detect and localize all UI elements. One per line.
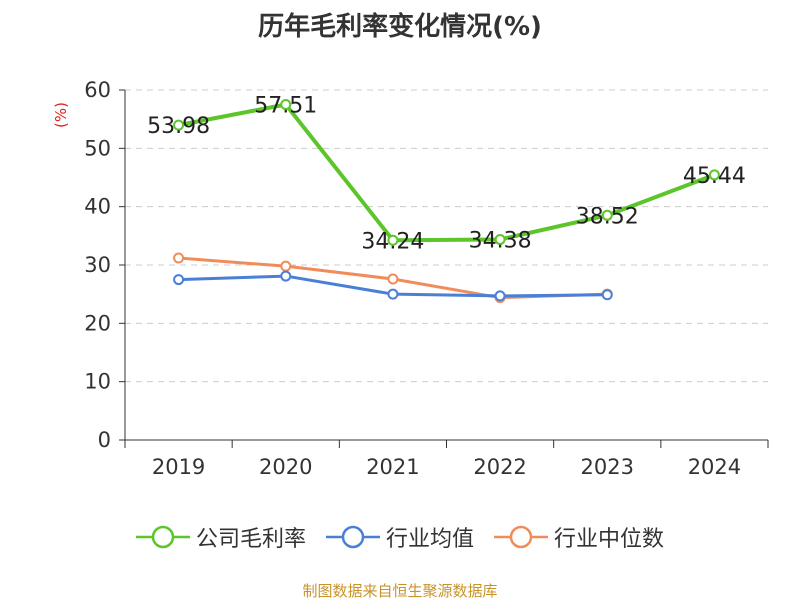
legend: 公司毛利率 行业均值 行业中位数 (0, 520, 800, 554)
data-point (280, 99, 292, 111)
y-tick-label: 50 (84, 136, 111, 160)
data-point (708, 169, 720, 181)
x-tick-label: 2023 (581, 455, 634, 479)
x-tick-label: 2019 (152, 455, 205, 479)
data-point (173, 119, 185, 131)
data-point (387, 234, 399, 246)
legend-swatch-marker (509, 525, 533, 549)
data-label: 45.44 (683, 164, 746, 189)
data-point (494, 233, 506, 245)
x-tick-label: 2022 (473, 455, 526, 479)
series-line-0 (176, 102, 717, 243)
legend-swatch-marker (151, 525, 175, 549)
legend-item[interactable]: 公司毛利率 (135, 521, 306, 553)
x-tick-label: 2021 (366, 455, 419, 479)
data-point (173, 252, 185, 264)
legend-swatch (325, 525, 380, 549)
y-tick-label: 60 (84, 78, 111, 102)
data-point (601, 289, 613, 301)
y-tick-label: 0 (98, 428, 111, 452)
data-label: 38.52 (576, 204, 639, 229)
data-source-note: 制图数据来自恒生聚源数据库 (302, 582, 498, 600)
y-tick-label: 20 (84, 311, 111, 335)
legend-swatch-marker (341, 525, 365, 549)
legend-item[interactable]: 行业均值 (325, 521, 474, 553)
data-point (387, 288, 399, 300)
y-tick-label: 30 (84, 253, 111, 277)
legend-label: 公司毛利率 (195, 527, 306, 552)
x-tick-label: 2024 (688, 455, 741, 479)
data-point (280, 270, 292, 282)
data-point (387, 273, 399, 285)
y-tick-label: 10 (84, 370, 111, 394)
legend-swatch (494, 525, 548, 549)
data-point (601, 209, 613, 221)
x-tick-label: 2020 (259, 455, 312, 479)
legend-label: 行业中位数 (554, 527, 665, 552)
y-tick-label: 40 (84, 195, 111, 219)
legend-label: 行业均值 (385, 527, 474, 552)
legend-item[interactable]: 行业中位数 (494, 521, 664, 553)
data-label: 34.24 (361, 229, 424, 254)
data-label: 53.98 (147, 114, 210, 139)
data-point (494, 290, 506, 302)
data-label: 57.51 (254, 94, 317, 119)
chart-title: 历年毛利率变化情况(%) (258, 12, 542, 42)
legend-swatch (135, 525, 190, 549)
data-label: 34.38 (469, 228, 532, 253)
data-point (173, 274, 185, 286)
data-point (280, 260, 292, 272)
